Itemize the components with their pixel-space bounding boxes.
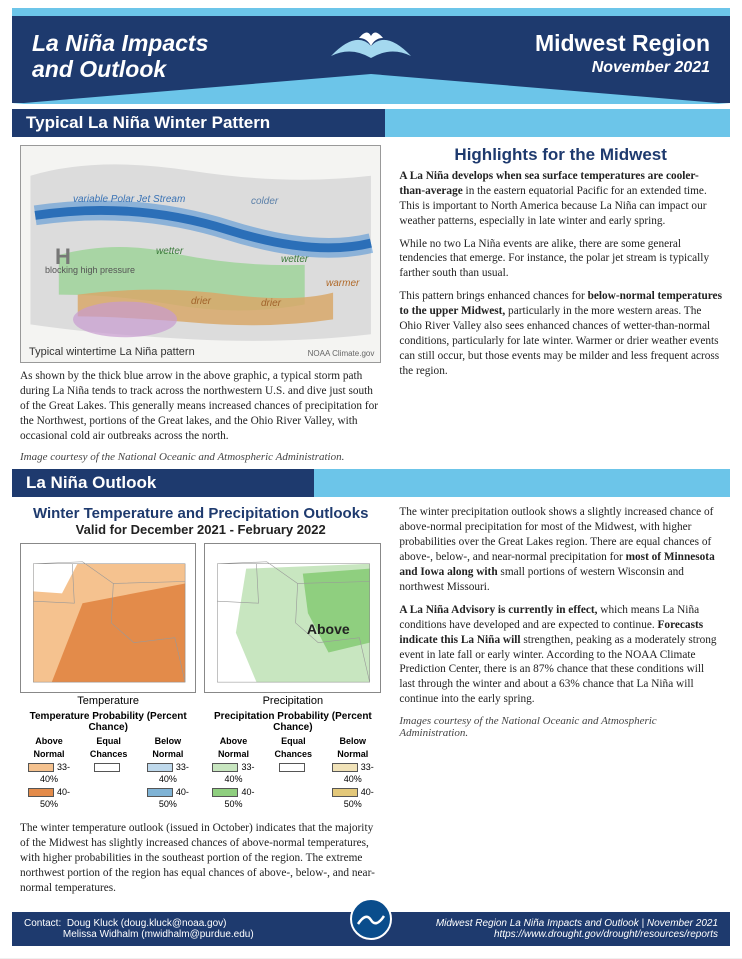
drier-label-1: drier — [191, 296, 211, 307]
section1-credit: Image courtesy of the National Oceanic a… — [20, 451, 381, 463]
header-right: Midwest Region November 2021 — [535, 30, 710, 77]
precip-caption: Precipitation — [204, 695, 381, 707]
s1-r-p2: While no two La Niña events are alike, t… — [399, 237, 722, 282]
footer-left: Contact: Doug Kluck (doug.kluck@noaa.gov… — [24, 918, 254, 940]
title-line2: and Outlook — [32, 56, 166, 82]
outlook-title: Winter Temperature and Precipitation Out… — [20, 505, 381, 522]
footer-right: Midwest Region La Niña Impacts and Outlo… — [436, 918, 718, 940]
header-title: La Niña Impacts and Outlook — [32, 30, 208, 83]
footer: Contact: Doug Kluck (doug.kluck@noaa.gov… — [12, 912, 730, 946]
section1-left-para: As shown by the thick blue arrow in the … — [20, 369, 381, 444]
section-bar-2: La Niña Outlook — [12, 469, 730, 497]
title-line1: La Niña Impacts — [32, 30, 208, 56]
above-label: Above — [307, 621, 350, 637]
outlook-sub: Valid for December 2021 - February 2022 — [20, 522, 381, 537]
wetter-label-1: wetter — [156, 246, 183, 257]
section2-title: La Niña Outlook — [12, 469, 314, 497]
drier-label-2: drier — [261, 298, 281, 309]
highlights-title: Highlights for the Midwest — [399, 145, 722, 165]
s2-r-credit: Images courtesy of the National Oceanic … — [399, 715, 722, 739]
temp-legend-title: Temperature Probability (Percent Chance) — [20, 711, 196, 733]
page: La Niña Impacts and Outlook Midwest Regi… — [0, 0, 742, 958]
s1-r-p1: A La Niña develops when sea surface temp… — [399, 169, 722, 229]
region: Midwest Region — [535, 30, 710, 57]
bird-logo — [311, 24, 431, 73]
header: La Niña Impacts and Outlook Midwest Regi… — [12, 16, 730, 103]
top-accent-bar — [12, 8, 730, 16]
precip-legend: Above Normal33-40%40-50% Equal Chances B… — [204, 735, 381, 811]
noaa-logo — [350, 898, 392, 940]
precip-outlook-map: Above — [204, 543, 381, 693]
section1-title: Typical La Niña Winter Pattern — [12, 109, 385, 137]
outlook-maps: Temperature Temperature Probability (Per… — [20, 543, 381, 811]
issue-date: November 2021 — [535, 59, 710, 77]
precip-legend-title: Precipitation Probability (Percent Chanc… — [204, 711, 381, 733]
s1-r-p3: This pattern brings enhanced chances for… — [399, 289, 722, 378]
section2-left-para: The winter temperature outlook (issued i… — [20, 821, 381, 896]
la-nina-pattern-map: variable Polar Jet Stream H blocking hig… — [20, 145, 381, 363]
map-source: NOAA Climate.gov — [308, 349, 375, 358]
s2-r-p2: A La Niña Advisory is currently in effec… — [399, 603, 722, 707]
temp-legend: Above Normal33-40%40-50% Equal Chances B… — [20, 735, 196, 811]
block-label: blocking high pressure — [45, 266, 135, 276]
wetter-label-2: wetter — [281, 254, 308, 265]
section2-content: Winter Temperature and Precipitation Out… — [0, 497, 742, 903]
section-bar-1: Typical La Niña Winter Pattern — [12, 109, 730, 137]
s2-r-p1: The winter precipitation outlook shows a… — [399, 505, 722, 594]
colder-label: colder — [251, 196, 278, 207]
temp-outlook-map — [20, 543, 196, 693]
temp-caption: Temperature — [20, 695, 196, 707]
section1-content: variable Polar Jet Stream H blocking hig… — [0, 137, 742, 464]
map-caption: Typical wintertime La Niña pattern — [29, 346, 195, 358]
warmer-label: warmer — [326, 278, 359, 289]
jet-label: variable Polar Jet Stream — [73, 194, 185, 205]
